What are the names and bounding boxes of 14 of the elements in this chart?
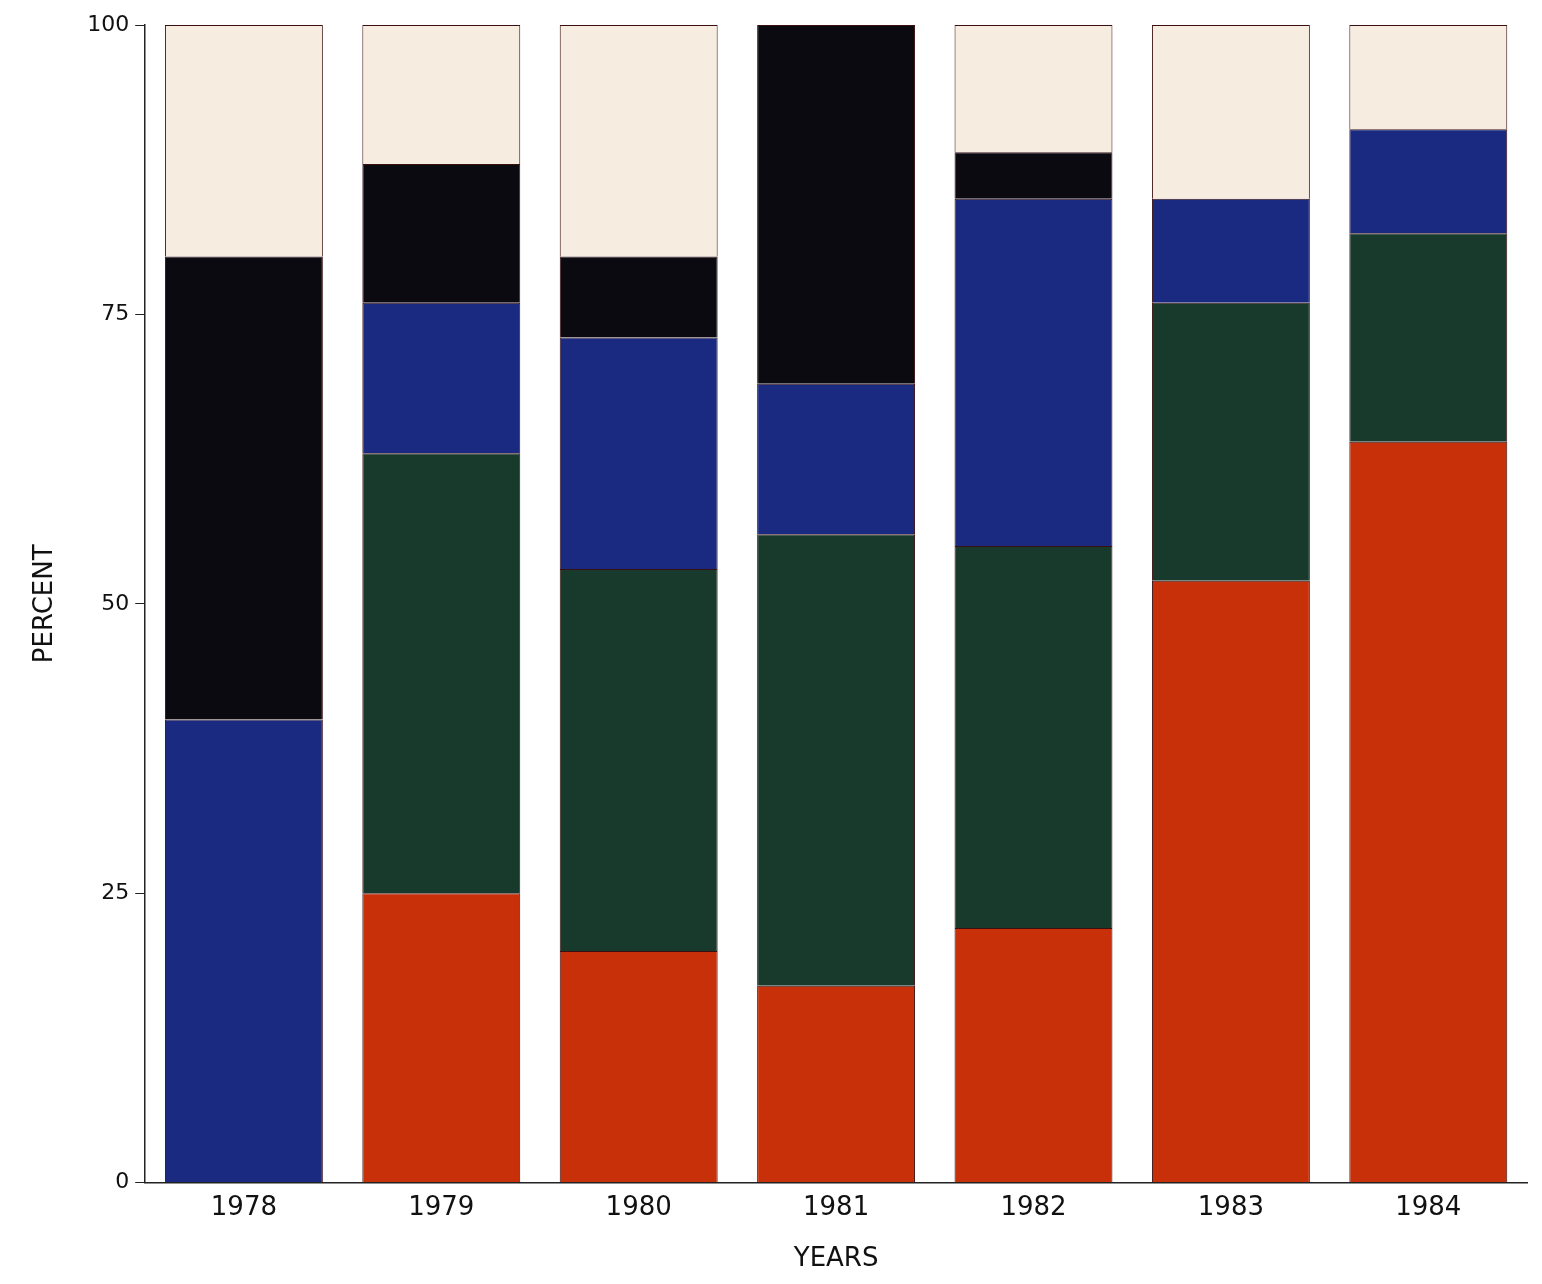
x-tick-label: 1979 (408, 1190, 475, 1221)
x-tick-label: 1978 (210, 1190, 277, 1221)
x-tick-label: 1982 (1000, 1190, 1067, 1221)
y-tick-label: 100 (87, 10, 130, 36)
y-tick-label: 50 (101, 589, 130, 615)
x-axis-title: YEARS (792, 1242, 879, 1273)
y-axis-title: PERCENT (28, 544, 59, 664)
y-tick-label: 25 (101, 878, 130, 904)
x-tick-label: 1980 (605, 1190, 672, 1221)
y-tick-label: 75 (101, 300, 130, 326)
x-tick-label: 1984 (1395, 1190, 1462, 1221)
x-tick-label: 1981 (803, 1190, 870, 1221)
y-tick-label: 0 (115, 1168, 130, 1194)
x-tick-label: 1983 (1197, 1190, 1264, 1221)
